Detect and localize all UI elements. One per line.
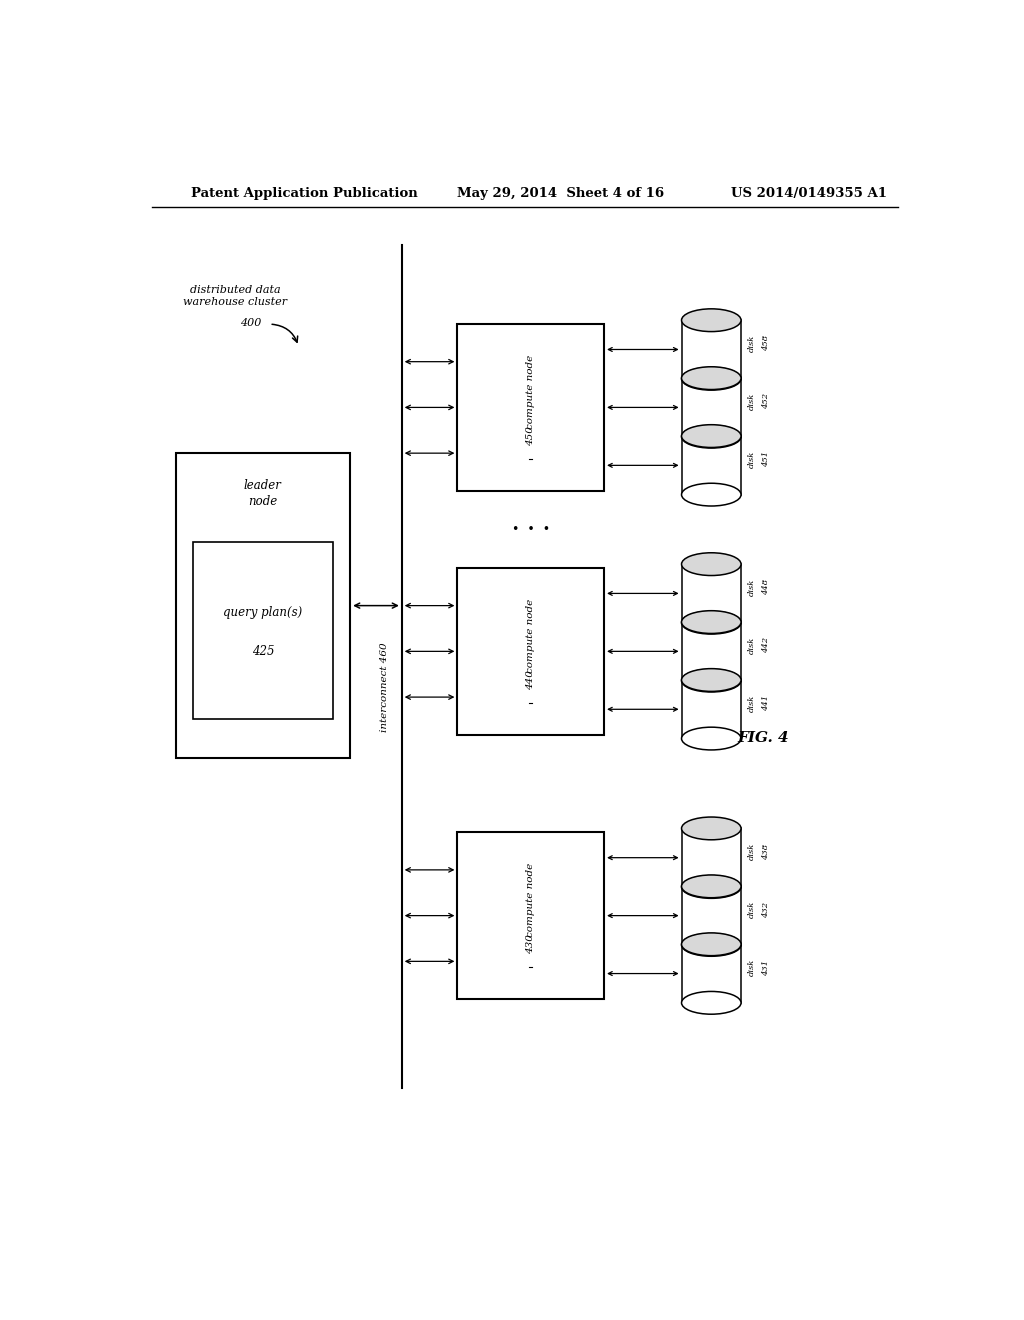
Bar — [682, 622, 741, 681]
Text: compute node: compute node — [526, 599, 536, 673]
Text: compute node: compute node — [526, 355, 536, 429]
Ellipse shape — [682, 669, 741, 692]
Text: 430: 430 — [526, 935, 536, 954]
Text: Patent Application Publication: Patent Application Publication — [191, 187, 418, 201]
Text: disk: disk — [748, 843, 756, 861]
Ellipse shape — [682, 875, 741, 898]
Text: interconnect 460: interconnect 460 — [380, 642, 389, 731]
Text: query plan(s): query plan(s) — [223, 606, 302, 619]
Bar — [458, 568, 604, 735]
Ellipse shape — [682, 875, 741, 899]
Text: disk: disk — [748, 450, 756, 469]
Bar — [682, 378, 741, 437]
Text: 440: 440 — [526, 669, 536, 690]
Text: 431: 431 — [762, 960, 770, 975]
Bar — [682, 944, 741, 1003]
Text: 441: 441 — [762, 696, 770, 711]
Text: disk: disk — [748, 958, 756, 977]
Text: 448: 448 — [762, 579, 770, 595]
Text: US 2014/0149355 A1: US 2014/0149355 A1 — [731, 187, 887, 201]
Text: 438: 438 — [762, 843, 770, 859]
Ellipse shape — [682, 933, 741, 956]
Bar — [194, 541, 333, 719]
Text: distributed data
warehouse cluster: distributed data warehouse cluster — [183, 285, 287, 308]
Text: disk: disk — [748, 900, 756, 919]
Text: leader
node: leader node — [244, 479, 282, 508]
Text: 450: 450 — [526, 426, 536, 446]
Bar — [458, 323, 604, 491]
Ellipse shape — [682, 611, 741, 634]
Bar — [682, 886, 741, 945]
Text: 420: 420 — [252, 543, 274, 556]
Text: 425: 425 — [252, 644, 274, 657]
Ellipse shape — [682, 669, 741, 692]
Text: disk: disk — [748, 636, 756, 653]
Text: disk: disk — [748, 335, 756, 352]
Ellipse shape — [682, 817, 741, 840]
Text: May 29, 2014  Sheet 4 of 16: May 29, 2014 Sheet 4 of 16 — [458, 187, 665, 201]
Text: •  •  •: • • • — [512, 523, 550, 536]
Text: 400: 400 — [241, 318, 262, 327]
Text: disk: disk — [748, 392, 756, 411]
Text: compute node: compute node — [526, 863, 536, 937]
Ellipse shape — [682, 425, 741, 447]
Text: 432: 432 — [762, 902, 770, 917]
Ellipse shape — [682, 425, 741, 447]
Bar — [682, 321, 741, 379]
Ellipse shape — [682, 727, 741, 750]
Ellipse shape — [682, 367, 741, 389]
FancyArrowPatch shape — [272, 325, 298, 342]
Bar — [682, 564, 741, 623]
Text: disk: disk — [748, 578, 756, 597]
Text: •
•
•: • • • — [708, 611, 712, 634]
Ellipse shape — [682, 483, 741, 506]
Bar — [682, 680, 741, 739]
Text: •
•
•: • • • — [708, 367, 712, 389]
Text: 442: 442 — [762, 638, 770, 653]
Ellipse shape — [682, 991, 741, 1014]
Bar — [458, 832, 604, 999]
Text: disk: disk — [748, 694, 756, 711]
Text: •
•
•: • • • — [708, 875, 712, 898]
Text: FIG. 4: FIG. 4 — [737, 731, 788, 744]
Bar — [682, 436, 741, 495]
Ellipse shape — [682, 367, 741, 391]
Text: 451: 451 — [762, 451, 770, 467]
Ellipse shape — [682, 309, 741, 331]
Ellipse shape — [682, 611, 741, 634]
Bar — [176, 453, 350, 758]
Text: 452: 452 — [762, 393, 770, 409]
Text: 458: 458 — [762, 335, 770, 351]
Bar — [682, 829, 741, 887]
Ellipse shape — [682, 933, 741, 956]
Ellipse shape — [682, 553, 741, 576]
